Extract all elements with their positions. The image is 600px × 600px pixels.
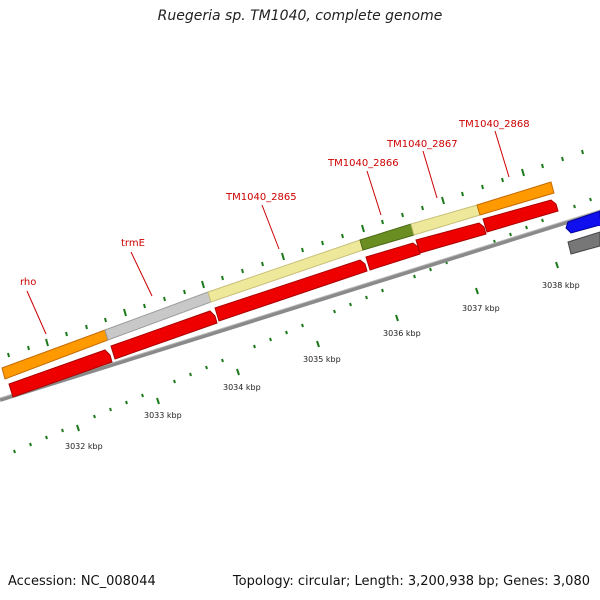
offscreen-features (565, 210, 600, 255)
gene-label-trme[interactable]: trmE (121, 238, 145, 249)
gene-label-rho[interactable]: rho (20, 277, 36, 288)
cds-arrow-gray[interactable] (567, 231, 600, 255)
genome-summary: Topology: circular; Length: 3,200,938 bp… (232, 574, 590, 589)
kbp-label: 3036 kbp (383, 329, 421, 338)
gene-bar-tm1040-2868[interactable] (476, 181, 555, 216)
cds-arrow[interactable] (415, 222, 487, 254)
kbp-label: 3035 kbp (303, 355, 341, 364)
kbp-scale-labels: 3032 kbp 3033 kbp 3034 kbp 3035 kbp 3036… (65, 281, 580, 451)
gene-label-tm1040-2868[interactable]: TM1040_2868 (458, 119, 530, 130)
cds-arrow-blue[interactable] (565, 210, 600, 234)
cds-arrow[interactable] (110, 310, 218, 360)
kbp-label: 3033 kbp (144, 411, 182, 420)
gene-label-tm1040-2865[interactable]: TM1040_2865 (225, 192, 297, 203)
cds-arrow[interactable] (8, 349, 113, 398)
gene-band (1, 181, 555, 380)
gene-label-tm1040-2867[interactable]: TM1040_2867 (386, 139, 458, 150)
upper-tick-row (7, 149, 584, 358)
kbp-label: 3032 kbp (65, 442, 103, 451)
label-leaders (26, 130, 510, 335)
accession-number: Accession: NC_008044 (8, 574, 156, 589)
lower-tick-row (13, 197, 592, 454)
kbp-label: 3037 kbp (462, 304, 500, 313)
kbp-label: 3034 kbp (223, 383, 261, 392)
gene-labels: rho trmE TM1040_2865 TM1040_2866 TM1040_… (20, 119, 530, 288)
map-title: Ruegeria sp. TM1040, complete genome (157, 8, 443, 24)
kbp-label: 3038 kbp (542, 281, 580, 290)
genome-backbone (0, 210, 600, 402)
cds-arrow[interactable] (482, 199, 559, 233)
gene-label-tm1040-2866[interactable]: TM1040_2866 (327, 158, 399, 169)
cds-arrow-row (8, 199, 559, 398)
cds-arrow-blue[interactable] (596, 218, 600, 226)
cds-arrow[interactable] (214, 259, 368, 322)
